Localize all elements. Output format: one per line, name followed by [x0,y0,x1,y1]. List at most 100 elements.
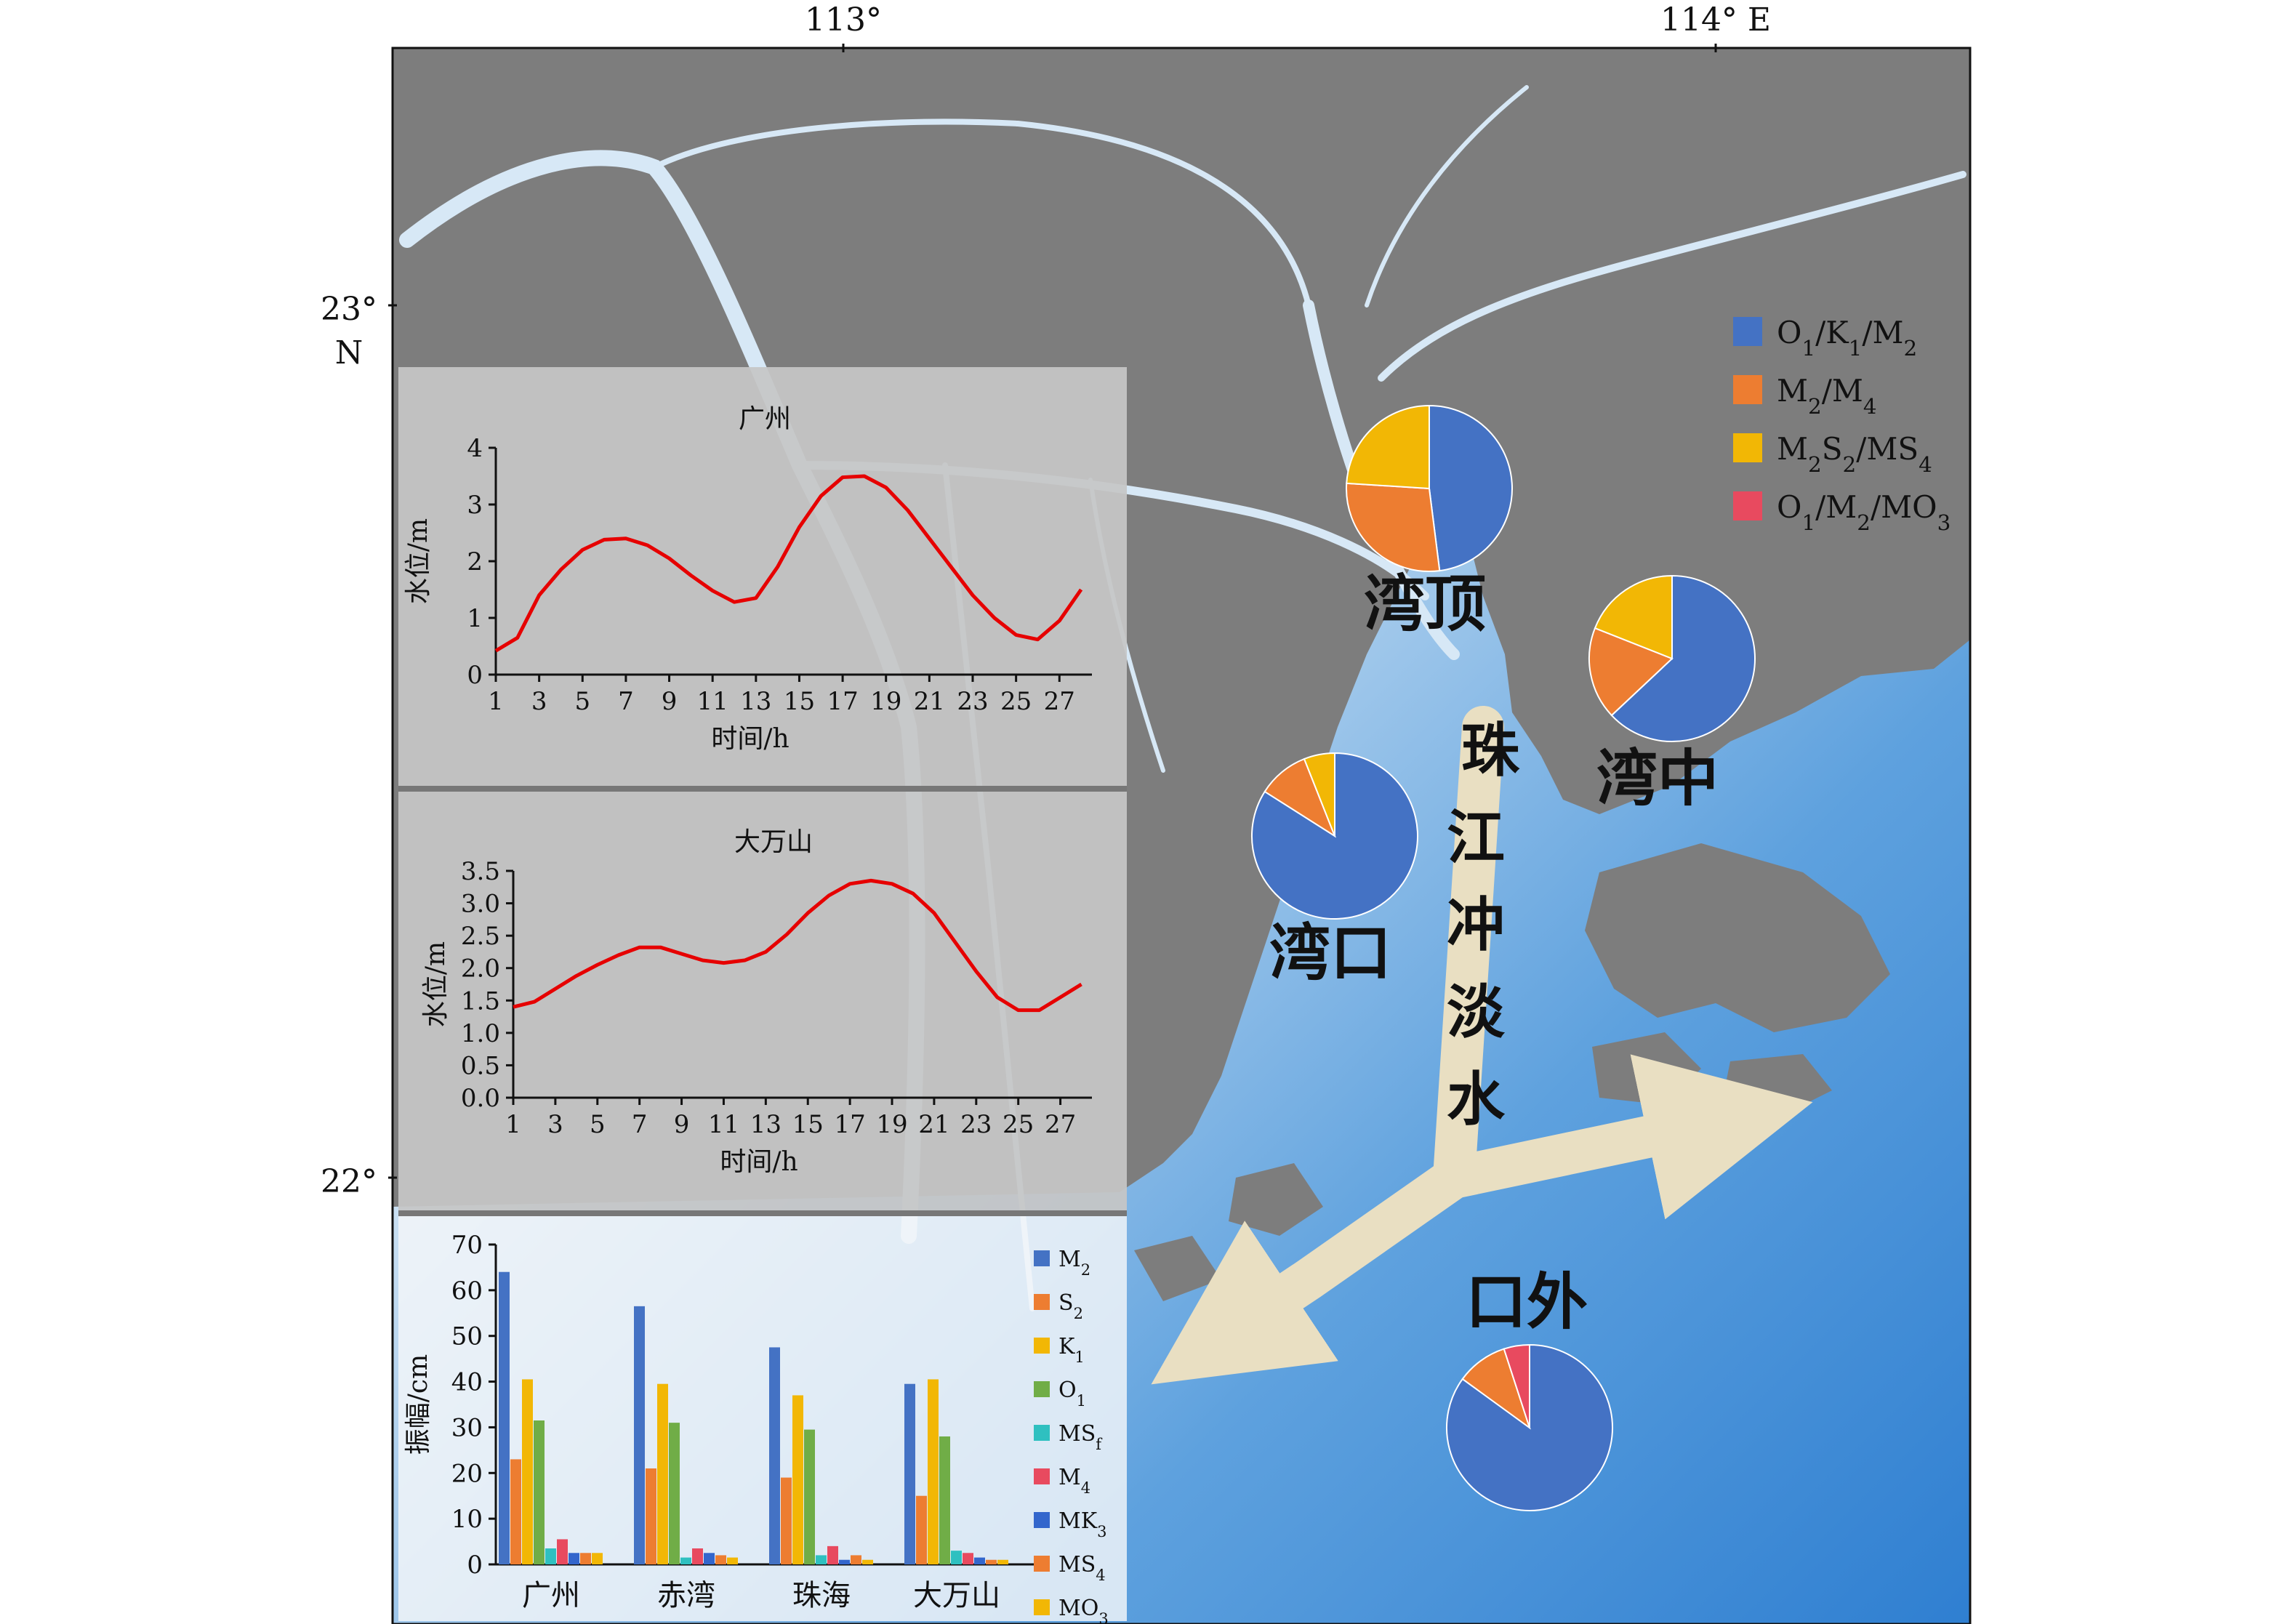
bar-M4 [963,1553,973,1564]
legend-label: M2 [1058,1247,1090,1279]
bar-M2 [904,1383,915,1564]
pie-slice [1588,627,1674,717]
x-tick-label: 27 [1044,687,1075,716]
legend-label: S2 [1058,1290,1083,1322]
land-island-3 [1229,1163,1323,1236]
bar-O1 [804,1429,815,1564]
region-label-bay-head: 湾顶 [1364,568,1486,640]
series-line [513,878,1082,1013]
y-tick-label: 0 [467,1551,483,1580]
pie-slice [1446,1343,1613,1511]
plume-arrow [1151,706,1813,1385]
bar-M2 [769,1347,780,1564]
lat-label-22: 22° [321,1163,377,1200]
pie-legend-label: M2/M4 [1777,373,1877,419]
x-tick-label: 11 [697,687,728,716]
y-tick-label: 30 [451,1413,483,1442]
land-east-peninsula [1585,843,1890,1032]
bar-M4 [827,1545,838,1564]
chart-title: 广州 [739,404,791,434]
bar-MK3 [569,1553,579,1564]
bar-S2 [781,1477,792,1564]
bar-S2 [646,1468,656,1564]
x-tick-label: 15 [792,1110,824,1139]
y-axis-label: 振幅/cm [403,1354,433,1455]
x-axis-label: 时间/h [711,724,789,754]
region-labels: 湾顶 湾中 湾口 口外 [1269,568,1719,1338]
bar-chart-amplitude: 0 10 20 30 40 50 60 70 广州 赤湾 珠海 大万山 振幅/cm M2 S2 K1 O1 MSf… [403,1231,1109,1624]
legend-swatch [1034,1556,1050,1572]
y-axis-label: 水位/m [421,941,451,1027]
bar-S2 [916,1495,927,1564]
lon-label-114: 114° E [1660,1,1771,39]
bar-K1 [792,1395,803,1564]
pie-slice [1503,1343,1530,1428]
x-tick-label: 1 [505,1110,521,1139]
y-tick-label: 1.5 [461,986,500,1016]
x-tick-label: 25 [1003,1110,1034,1139]
legend-swatch [1034,1468,1050,1484]
y-axis-label: 水位/m [403,518,433,604]
x-tick-label: 23 [960,1110,992,1139]
x-tick-label: 1 [488,687,504,716]
series-line [494,474,1083,653]
legend-swatch [1034,1512,1050,1528]
x-tick-label: 7 [618,687,634,716]
pie-slice [1610,574,1756,742]
pie-charts [1251,404,1756,1511]
bar-M2 [634,1306,645,1564]
bar-M4 [557,1539,568,1564]
x-tick-label: 15 [784,687,815,716]
lon-label-113: 113° [805,1,882,39]
map-axis-labels: 113° 114° E 23° N 22° [321,1,1771,1200]
region-label-offshore: 口外 [1466,1266,1588,1338]
x-tick-label: 25 [1000,687,1032,716]
y-tick-label: 0.0 [461,1084,500,1113]
y-tick-label: 60 [451,1277,483,1306]
legend-label: MO3 [1058,1596,1109,1624]
region-label-bay-mouth: 湾口 [1269,917,1391,989]
y-tick-label: 2.5 [461,922,500,951]
plume-char-4: 淡 [1447,978,1506,1046]
x-tick-label: 21 [918,1110,949,1139]
x-axis-label: 时间/h [720,1147,798,1177]
y-tick-label: 20 [451,1459,483,1488]
bar-M2 [499,1271,510,1564]
plume-label: 珠 江 冲 淡 水 [1447,717,1520,1133]
plume-char-1: 珠 [1461,717,1520,784]
plume-char-2: 江 [1447,804,1505,872]
y-tick-label: 3.5 [461,857,500,886]
lat-label-23: 23° [321,291,377,328]
category-label: 赤湾 [657,1579,715,1612]
bar-MO3 [997,1559,1008,1564]
pie-legend-swatch [1733,433,1762,462]
x-tick-label: 13 [750,1110,782,1139]
pie-slice [1346,482,1441,572]
pie-slice [1303,752,1335,837]
bar-MS4 [715,1555,726,1564]
x-tick-label: 21 [914,687,945,716]
bar-MK3 [839,1559,850,1564]
x-tick-label: 23 [957,687,988,716]
category-label: 广州 [522,1579,580,1612]
bar-MO3 [727,1557,738,1564]
legend-swatch [1034,1381,1050,1397]
bar-MS4 [986,1559,997,1564]
legend-swatch [1034,1294,1050,1310]
y-tick-label: 4 [467,434,483,463]
plume-char-3: 冲 [1447,891,1505,959]
y-tick-label: 10 [451,1505,483,1534]
y-tick-label: 50 [451,1322,483,1351]
bar-K1 [657,1383,668,1564]
pie-slice [1429,404,1513,572]
x-tick-label: 13 [740,687,771,716]
category-label: 珠海 [792,1579,851,1612]
bar-S2 [510,1459,521,1564]
x-tick-label: 17 [827,687,858,716]
map-border [391,47,1972,1624]
bar-MO3 [862,1559,873,1564]
bar-MS4 [851,1555,861,1564]
pie-legend: O1/K1/M2 M2/M4 M2S2/MS4 O1/M2/MO3 [1733,315,1950,535]
